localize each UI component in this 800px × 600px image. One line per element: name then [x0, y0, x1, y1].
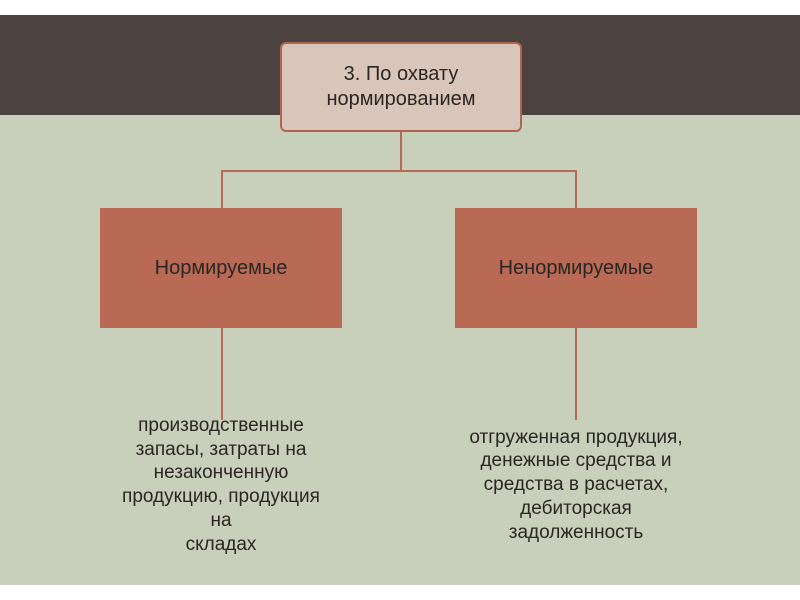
- node-mid-left: Нормируемые: [100, 208, 342, 328]
- connector-left-leaf: [221, 328, 223, 420]
- node-root: 3. По охватунормированием: [280, 42, 522, 132]
- node-leaf-right-label: отгруженная продукция,денежные средства …: [469, 426, 682, 545]
- node-leaf-right: отгруженная продукция,денежные средства …: [455, 420, 697, 550]
- connector-to-left: [221, 170, 223, 208]
- connector-to-right: [575, 170, 577, 208]
- connector-horizontal: [221, 170, 577, 172]
- node-leaf-left-label: производственныезапасы, затраты нанезако…: [110, 414, 332, 557]
- node-mid-right-label: Ненормируемые: [499, 256, 654, 281]
- node-mid-right: Ненормируемые: [455, 208, 697, 328]
- connector-root-down: [400, 132, 402, 170]
- node-root-label: 3. По охватунормированием: [326, 62, 475, 112]
- node-mid-left-label: Нормируемые: [155, 256, 288, 281]
- connector-right-leaf: [575, 328, 577, 420]
- diagram-canvas: 3. По охватунормированием Нормируемые Не…: [0, 0, 800, 600]
- node-leaf-left: производственныезапасы, затраты нанезако…: [100, 420, 342, 550]
